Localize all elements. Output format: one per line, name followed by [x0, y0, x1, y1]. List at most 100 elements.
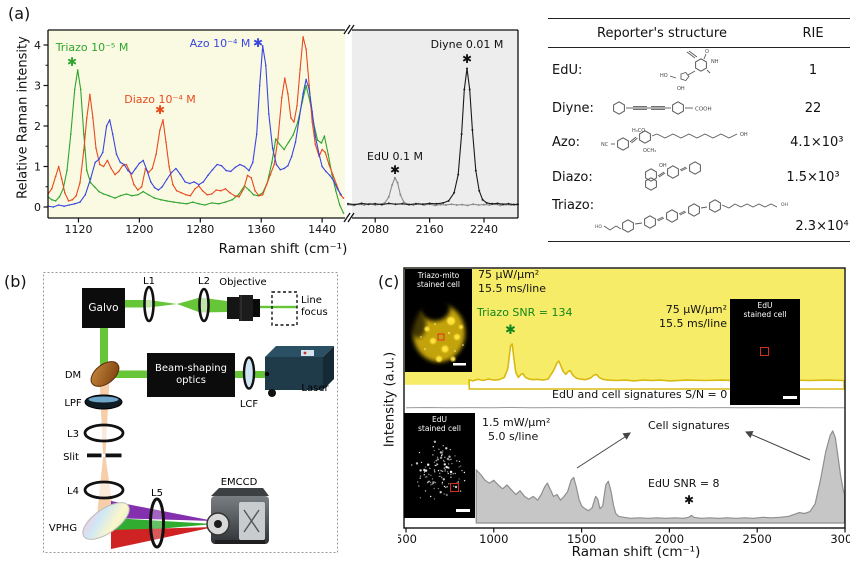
data-point-marker: [457, 173, 460, 176]
speckle-dot: [463, 471, 466, 474]
lens-l3-icon: [83, 423, 125, 443]
data-point-marker: [84, 194, 87, 196]
speckle-dot: [429, 467, 431, 470]
svg-text:H₃CO: H₃CO: [632, 128, 645, 134]
data-point-marker: [399, 193, 402, 196]
data-point-marker: [147, 194, 150, 196]
data-point-marker: [204, 204, 206, 206]
panel-c-xlabel: Raman shift (cm⁻¹): [572, 544, 701, 560]
speckle-dot: [445, 486, 447, 489]
data-point-marker: [277, 137, 279, 139]
data-point-marker: [237, 194, 240, 196]
data-point-marker: [150, 181, 152, 183]
data-point-marker: [367, 203, 370, 206]
l5-label: L5: [151, 488, 163, 499]
data-point-marker: [127, 169, 129, 172]
data-point-marker: [305, 48, 307, 50]
speckle-dot: [427, 481, 429, 483]
x-tick-label: 2500: [743, 532, 772, 546]
data-point-marker: [180, 192, 183, 194]
table-row-diazo: Diazo: OH 1.5×10³: [548, 160, 850, 194]
data-point-marker: [275, 163, 278, 166]
roi-box: [437, 333, 445, 341]
speckle-dot: [432, 454, 434, 456]
data-point-marker: [248, 169, 250, 172]
data-point-marker: [89, 177, 92, 180]
data-point-marker: [421, 203, 424, 206]
data-point-marker: [210, 202, 213, 204]
speckle-dot: [445, 493, 448, 497]
speckle-dot: [419, 469, 422, 472]
data-point-marker: [273, 163, 275, 166]
emccd-label: EMCCD: [221, 477, 258, 488]
data-point-marker: [402, 201, 405, 204]
data-point-marker: [472, 203, 475, 206]
power-annotation-top-right: 75 µW/µm² 15.5 ms/line: [659, 303, 727, 330]
speckle-dot: [450, 473, 452, 476]
data-point-marker: [114, 173, 116, 176]
svg-text:OH: OH: [781, 202, 788, 208]
speckle-dot: [443, 463, 446, 466]
inset-edu-cell-speckle: EdU stained cell: [404, 413, 475, 518]
data-point-marker: [455, 204, 458, 206]
data-point-marker: [79, 181, 81, 184]
speckle-dot: [442, 445, 444, 447]
rie-value-edu: 1: [808, 62, 818, 78]
lcf-label: LCF: [240, 399, 259, 410]
rie-value-diyne: 22: [804, 100, 822, 116]
diazo-star-marker: ✱: [155, 103, 165, 117]
data-point-marker: [102, 151, 104, 154]
data-point-marker: [243, 165, 246, 168]
cell-signature-arrows: [576, 431, 811, 469]
data-point-marker: [198, 203, 200, 205]
speckle-dot: [432, 446, 434, 448]
data-point-marker: [483, 203, 485, 206]
power-annotation-bottom: 1.5 mW/µm² 5.0 s/line: [482, 416, 551, 443]
data-point-marker: [79, 201, 81, 203]
data-point-marker: [184, 181, 186, 183]
data-point-marker: [332, 173, 334, 176]
azo-structure-drawing: NC H₃CO OCH₃ OH: [601, 128, 748, 154]
data-point-marker: [325, 170, 327, 173]
edu-flat-annotation: EdU and cell signatures S/N = 0: [552, 388, 728, 401]
panel-a-series: [47, 36, 519, 214]
speckle-dot: [456, 460, 458, 462]
svg-text:HO: HO: [660, 73, 668, 79]
data-point-marker: [387, 195, 390, 198]
speckle-dot: [437, 469, 440, 472]
data-point-marker: [95, 147, 97, 150]
speckle-dot: [447, 472, 449, 475]
data-point-marker: [265, 183, 268, 186]
data-point-marker: [125, 193, 128, 195]
data-point-marker: [387, 202, 390, 205]
data-point-marker: [57, 165, 60, 168]
data-point-marker: [64, 192, 66, 194]
speckle-dot: [432, 481, 434, 483]
edu-cell-image: [404, 413, 475, 518]
speckle-dot: [424, 466, 427, 468]
speckle-dot: [432, 481, 435, 484]
data-point-marker: [220, 164, 223, 167]
data-point-marker: [89, 93, 91, 96]
data-point-marker: [252, 161, 254, 164]
data-point-marker: [185, 194, 187, 196]
svg-text:OH: OH: [740, 132, 748, 138]
table-row-diyne: Diyne: COOH 22: [548, 92, 850, 124]
data-point-marker: [342, 197, 345, 199]
data-point-marker: [242, 188, 245, 190]
panel-a-backgrounds: [48, 30, 518, 218]
data-point-marker: [198, 185, 200, 187]
data-point-marker: [67, 200, 70, 202]
svg-text:OH: OH: [659, 163, 667, 169]
triazo-cell-spectrum: [468, 343, 845, 390]
speckle-dot: [424, 490, 427, 492]
data-point-marker: [161, 186, 163, 188]
triazo-structure-drawing: HO OH: [595, 199, 788, 233]
speckle-dot: [428, 473, 430, 476]
speckle-dot: [448, 455, 451, 458]
data-point-marker: [229, 192, 231, 194]
panel-c-label: (c): [378, 272, 400, 291]
speckle-dot: [443, 493, 445, 495]
speckle-dot: [440, 475, 442, 477]
speckle-dot: [458, 478, 460, 480]
